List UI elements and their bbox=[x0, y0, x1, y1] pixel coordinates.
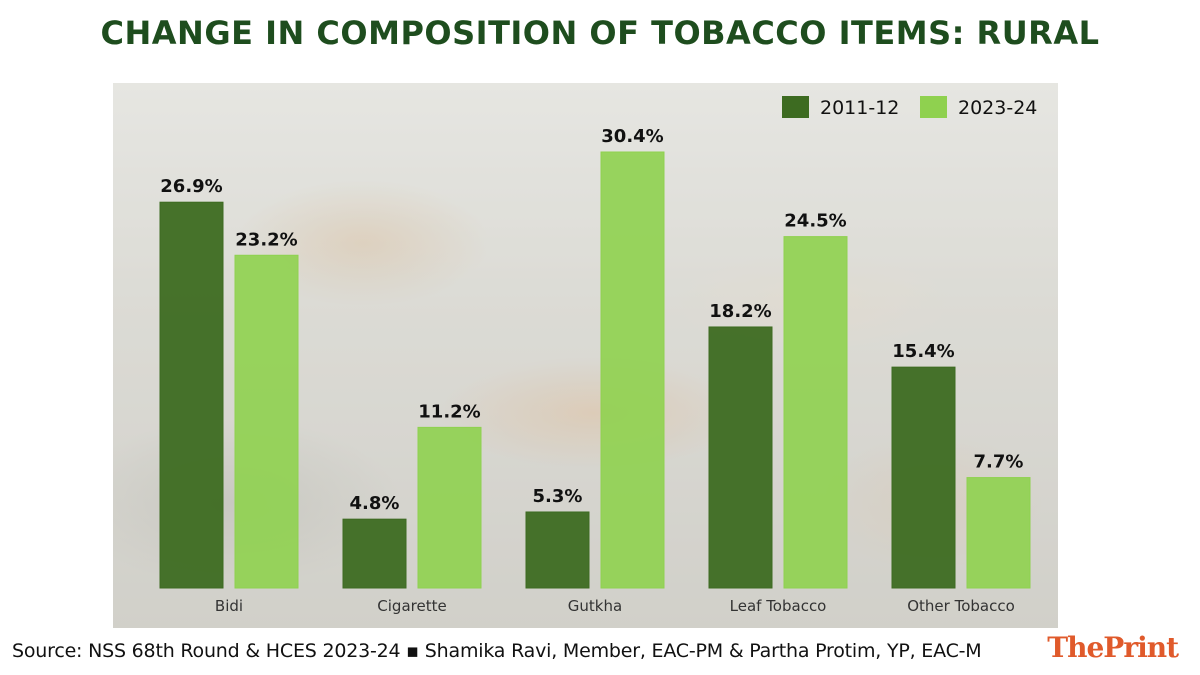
bar-2011-12-leaf-tobacco bbox=[708, 326, 773, 589]
data-label: 26.9% bbox=[160, 176, 222, 197]
category-label: Cigarette bbox=[377, 597, 446, 615]
bar-2023-24-cigarette bbox=[417, 426, 482, 589]
brand-logo: ThePrint bbox=[1047, 631, 1179, 664]
data-label: 23.2% bbox=[235, 229, 297, 250]
data-label: 7.7% bbox=[974, 452, 1024, 473]
category-label: Other Tobacco bbox=[907, 597, 1015, 615]
data-label: 18.2% bbox=[709, 301, 771, 322]
legend-label-2011-12: 2011-12 bbox=[820, 97, 899, 119]
bar-2011-12-cigarette bbox=[342, 518, 407, 589]
bar-2023-24-leaf-tobacco bbox=[783, 236, 848, 589]
bar-chart: 26.9% 23.2% Bidi 4.8% 11.2% Cigarette 5.3% 30.4… bbox=[159, 96, 1037, 615]
category-label: Leaf Tobacco bbox=[730, 597, 827, 615]
bar-2011-12-bidi bbox=[159, 201, 224, 589]
brand-print: Print bbox=[1103, 631, 1179, 664]
category-label: Bidi bbox=[215, 597, 243, 615]
category-label: Gutkha bbox=[568, 597, 622, 615]
bar-2023-24-gutkha bbox=[600, 151, 665, 589]
data-label: 11.2% bbox=[418, 401, 480, 422]
bar-2023-24-bidi bbox=[234, 254, 299, 589]
data-label: 5.3% bbox=[533, 486, 583, 507]
bar-2011-12-gutkha bbox=[525, 511, 590, 589]
data-label: 15.4% bbox=[892, 341, 954, 362]
chart-title: CHANGE IN COMPOSITION OF TOBACCO ITEMS: … bbox=[100, 14, 1100, 52]
legend-label-2023-24: 2023-24 bbox=[958, 97, 1037, 119]
data-label: 30.4% bbox=[601, 126, 663, 147]
bar-2023-24-other-tobacco bbox=[966, 477, 1031, 589]
source-note: Source: NSS 68th Round & HCES 2023-24 ▪ … bbox=[12, 640, 982, 662]
brand-the: The bbox=[1047, 631, 1104, 664]
bar-2011-12-other-tobacco bbox=[891, 366, 956, 589]
legend-swatch-2023-24 bbox=[920, 96, 947, 118]
data-label: 4.8% bbox=[350, 493, 400, 514]
legend-swatch-2011-12 bbox=[782, 96, 809, 118]
data-label: 24.5% bbox=[784, 211, 846, 232]
